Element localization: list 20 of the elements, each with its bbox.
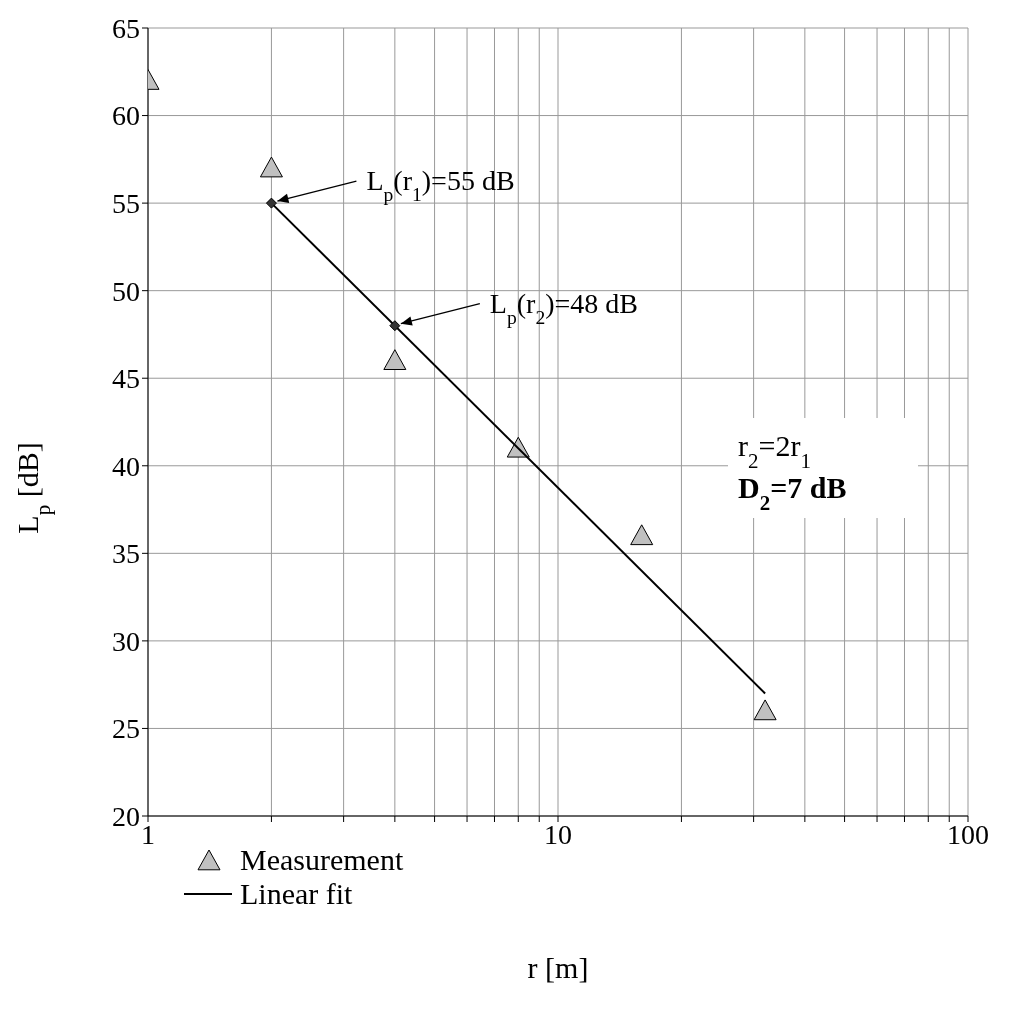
annotation: L$_{p}$(r$_{1}$)=55 dB <box>366 165 515 205</box>
y-tick-label: 35 <box>112 538 140 570</box>
annotation: D$_{2}$=7 dB <box>738 471 847 515</box>
y-tick-label: 30 <box>112 625 140 657</box>
annotation: L$_{p}$(r$_{2}$)=48 dB <box>489 287 638 328</box>
y-tick-label: 45 <box>112 363 140 395</box>
x-axis-title: r [m] <box>527 951 589 984</box>
x-tick-label: 1 <box>141 818 155 850</box>
y-tick-label: 60 <box>112 100 140 132</box>
legend-label: Measurement <box>240 843 404 877</box>
x-tick-label: 100 <box>947 818 989 850</box>
y-tick-label: 20 <box>112 800 140 832</box>
y-tick-label: 40 <box>112 450 140 482</box>
x-tick-label: 10 <box>544 818 572 850</box>
legend-label: Linear fit <box>240 877 353 911</box>
y-tick-label: 55 <box>112 188 140 220</box>
annotation: r$_{2}$=2r$_{1}$ <box>738 429 811 473</box>
y-tick-label: 65 <box>112 12 140 44</box>
y-tick-label: 25 <box>112 713 140 745</box>
y-tick-label: 50 <box>112 275 140 307</box>
